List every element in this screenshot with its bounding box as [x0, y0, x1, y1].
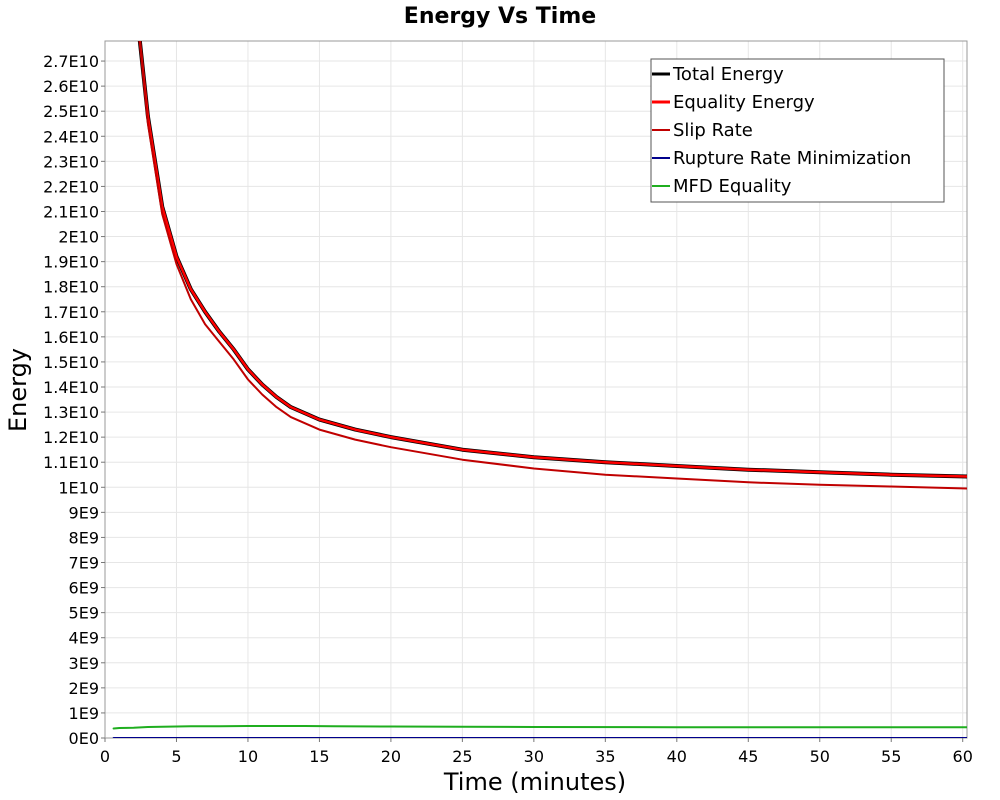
series-line-slip-rate — [138, 41, 967, 490]
y-tick-label: 2.1E10 — [43, 202, 99, 221]
legend-box — [650, 58, 945, 203]
y-tick-label: 1.4E10 — [43, 378, 99, 397]
legend: Total Energy Equality Energy Slip Rate Rupt… — [650, 58, 945, 203]
x-tick-label: 5 — [171, 747, 181, 766]
legend-label: Slip Rate — [673, 120, 753, 141]
x-tick-label: 15 — [309, 747, 329, 766]
y-axis-ticks: 0E0 1E9 2E9 3E9 4E9 5E9 6E9 7E9 8E9 9E9 1E10 1.1E10… — [43, 52, 105, 748]
y-tick-label: 2.3E10 — [43, 152, 99, 171]
y-tick-label: 2E9 — [69, 679, 99, 698]
legend-label: Rupture Rate Minimization — [673, 148, 911, 169]
x-tick-label: 35 — [595, 747, 615, 766]
x-tick-label: 60 — [953, 747, 973, 766]
y-tick-label: 2.6E10 — [43, 77, 99, 96]
y-tick-label: 1.3E10 — [43, 403, 99, 422]
y-tick-label: 3E9 — [69, 654, 99, 673]
series-line-equality-energy — [138, 41, 967, 478]
y-tick-label: 2E10 — [58, 228, 99, 247]
x-axis-ticks: 0 5 10 15 20 25 30 35 40 45 50 55 60 — [100, 738, 973, 766]
y-tick-label: 1.6E10 — [43, 328, 99, 347]
y-tick-label: 9E9 — [69, 503, 99, 522]
legend-label: Total Energy — [672, 64, 784, 85]
y-tick-label: 8E9 — [69, 528, 99, 547]
x-tick-label: 30 — [524, 747, 544, 766]
y-tick-label: 1.1E10 — [43, 453, 99, 472]
y-tick-label: 1E9 — [69, 704, 99, 723]
y-tick-label: 1.9E10 — [43, 253, 99, 272]
y-tick-label: 1.8E10 — [43, 278, 99, 297]
series-line-mfd-equality — [112, 725, 967, 730]
x-tick-label: 40 — [667, 747, 687, 766]
grid — [105, 41, 967, 738]
y-tick-label: 7E9 — [69, 553, 99, 572]
x-tick-label: 10 — [238, 747, 258, 766]
y-tick-label: 1.7E10 — [43, 303, 99, 322]
y-tick-label: 2.5E10 — [43, 102, 99, 121]
x-tick-label: 45 — [738, 747, 758, 766]
x-tick-label: 55 — [881, 747, 901, 766]
legend-label: MFD Equality — [673, 176, 792, 197]
y-tick-label: 6E9 — [69, 579, 99, 598]
y-tick-label: 1.2E10 — [43, 428, 99, 447]
x-tick-label: 0 — [100, 747, 110, 766]
y-tick-label: 2.4E10 — [43, 127, 99, 146]
chart-title: Energy Vs Time — [404, 4, 596, 29]
x-axis-label: Time (minutes) — [443, 768, 626, 796]
y-tick-label: 2.7E10 — [43, 52, 99, 71]
legend-label: Equality Energy — [673, 92, 815, 113]
y-tick-label: 5E9 — [69, 604, 99, 623]
series-lines — [112, 41, 967, 738]
x-tick-label: 20 — [381, 747, 401, 766]
x-tick-label: 50 — [810, 747, 830, 766]
y-tick-label: 0E0 — [69, 729, 99, 748]
y-tick-label: 2.2E10 — [43, 177, 99, 196]
y-tick-label: 4E9 — [69, 629, 99, 648]
y-axis-label: Energy — [4, 348, 32, 432]
y-tick-label: 1.5E10 — [43, 353, 99, 372]
y-tick-label: 1E10 — [58, 478, 99, 497]
x-tick-label: 25 — [452, 747, 472, 766]
